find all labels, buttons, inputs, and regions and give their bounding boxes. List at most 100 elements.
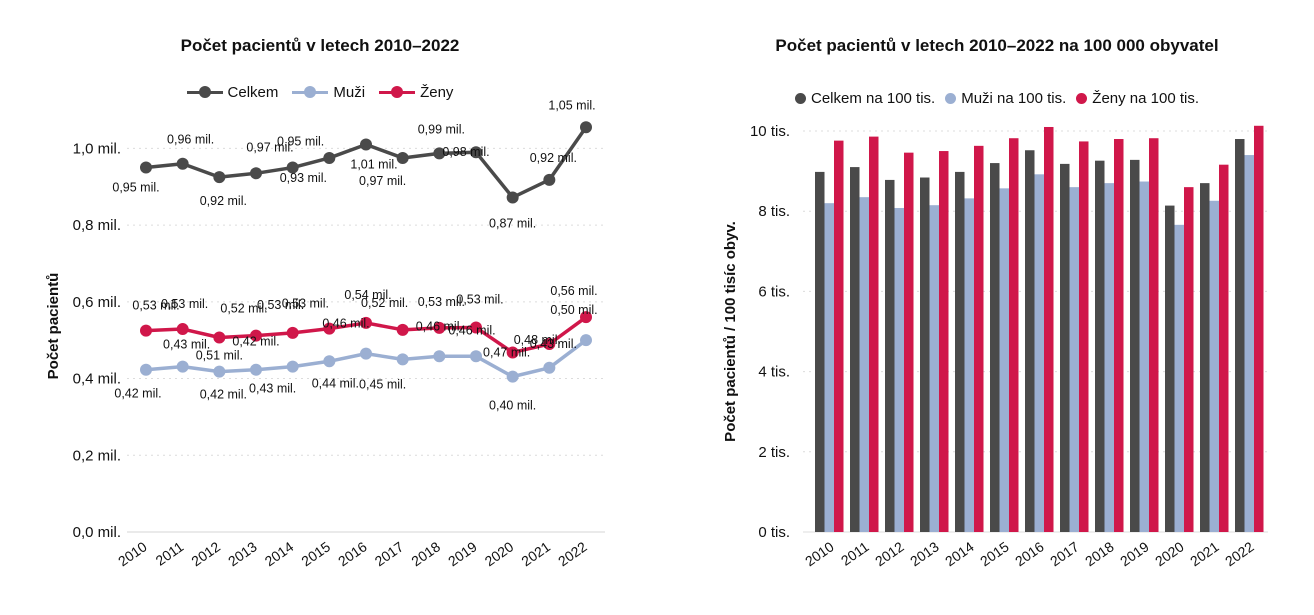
bar-celkem-na-100-tis [1200,183,1210,532]
data-label-muzi: 0,46 mil. [448,323,495,337]
x-tick-label: 2022 [555,538,590,569]
bar-muzi-na-100-tis [824,203,834,532]
y-tick-label: 6 tis. [758,283,790,300]
bar-celkem-na-100-tis [1025,150,1035,533]
data-label-muzi: 0,46 mil. [416,319,463,333]
data-label-celkem: 0,97 mil. [359,174,406,188]
data-point-zeny [506,346,519,359]
data-point-celkem [506,191,519,204]
data-point-celkem [543,173,556,186]
legend-label: Muži na 100 tis. [961,90,1067,107]
data-point-zeny [470,321,482,334]
data-label-muzi: 0,42 mil. [114,387,161,401]
legend-label: Ženy [420,84,454,101]
data-point-celkem [470,146,482,159]
data-label-muzi: 0,44 mil. [312,376,359,390]
data-label-celkem: 1,05 mil. [548,98,595,112]
bar-muzi-na-100-tis [894,207,904,532]
data-point-celkem [250,167,262,180]
data-label-zeny: 0,52 mil. [361,296,408,310]
legend-item-muzi: Muži na 100 tis. [945,90,1066,107]
data-label-muzi: 0,50 mil. [550,303,597,317]
line-chart-patients: Počet pacientů v letech 2010–2022 Celkem… [0,0,640,615]
bar-muzi-na-100-tis [1034,174,1044,533]
y-tick-label: 8 tis. [758,203,790,220]
bar-celkem-na-100-tis [1235,139,1245,532]
x-tick-label: 2014 [262,538,297,569]
data-point-zeny [250,329,262,342]
x-tick-label: 2011 [838,538,872,568]
data-label-celkem: 0,92 mil. [200,194,247,208]
bar-muzi-na-100-tis [999,188,1009,532]
data-label-zeny: 0,53 mil. [132,299,179,313]
line-chart-plot: 0,0 mil. 0,2 mil. 0,4 mil. 0,6 mil. 0,8 mil.… [45,98,605,569]
data-label-celkem: 0,96 mil. [167,133,214,147]
data-point-celkem [360,138,372,151]
legend-item-celkem: Celkem [186,84,279,101]
x-tick-label: 2021 [518,538,553,569]
data-label-zeny: 0,53 mil. [161,297,208,311]
data-point-celkem [433,147,446,160]
x-tick-label: 2015 [298,538,333,569]
legend-item-zeny: Ženy na 100 tis. [1076,90,1199,107]
legend-label: Muži [333,84,366,101]
bar-muzi-na-100-tis [1244,155,1254,532]
x-tick-label: 2020 [1152,538,1187,569]
x-tick-label: 2018 [1082,538,1117,569]
bar-zeny-na-100-tis [1184,187,1194,532]
bar-zeny-na-100-tis [1254,125,1264,533]
bar-celkem-na-100-tis [850,167,860,532]
y-tick-label: 0,6 mil. [73,294,121,311]
bar-celkem-na-100-tis [1130,159,1140,532]
bar-celkem-na-100-tis [1060,163,1070,532]
data-point-muzi [250,363,262,376]
data-point-celkem [140,161,152,174]
data-point-celkem [323,151,336,164]
data-point-zeny [580,311,592,324]
x-tick-label: 2019 [445,538,480,569]
chart-title: Počet pacientů v letech 2010–2022 [180,36,460,55]
data-point-zeny [140,324,152,337]
bar-zeny-na-100-tis [1114,139,1124,532]
data-point-muzi [470,350,482,363]
data-point-zeny [543,338,556,351]
data-label-muzi: 0,42 mil. [200,388,247,402]
data-point-muzi [396,353,409,366]
data-point-muzi [323,355,336,368]
bar-zeny-na-100-tis [1149,138,1159,532]
bar-zeny-na-100-tis [974,145,984,532]
bar-muzi-na-100-tis [1174,224,1184,533]
data-label-celkem: 1,01 mil. [350,158,397,172]
data-point-muzi [360,347,372,360]
bar-celkem-na-100-tis [1095,160,1105,532]
data-point-celkem [176,157,189,170]
bar-muzi-na-100-tis [1209,200,1219,533]
bar-zeny-na-100-tis [1009,138,1019,532]
x-tick-label: 2013 [907,538,942,569]
data-point-zeny [433,321,446,334]
data-label-zeny: 0,53 mil. [257,298,304,312]
data-label-celkem: 0,92 mil. [530,151,577,165]
bar-celkem-na-100-tis [1165,205,1175,532]
y-tick-label: 2 tis. [758,444,790,461]
x-tick-label: 2010 [115,538,150,569]
data-point-zeny [323,322,336,335]
data-point-celkem [213,171,226,184]
x-tick-label: 2012 [188,538,223,569]
bar-zeny-na-100-tis [939,151,949,533]
data-point-zeny [213,331,226,344]
data-point-zeny [286,326,299,339]
legend-item-muzi: Muži [292,84,365,101]
x-tick-label: 2022 [1222,538,1257,569]
legend-label: Celkem [227,84,279,101]
bar-muzi-na-100-tis [1139,181,1149,532]
data-label-muzi: 0,43 mil. [530,337,577,351]
data-label-zeny: 0,53 mil. [282,297,329,311]
data-label-celkem: 0,97 mil. [246,140,293,154]
x-tick-label: 2016 [1012,538,1047,569]
y-tick-label: 10 tis. [750,123,790,140]
y-tick-label: 1,0 mil. [73,140,121,157]
x-tick-label: 2016 [335,538,370,569]
data-label-zeny: 0,53 mil. [418,295,465,309]
x-tick-label: 2017 [1047,538,1082,569]
